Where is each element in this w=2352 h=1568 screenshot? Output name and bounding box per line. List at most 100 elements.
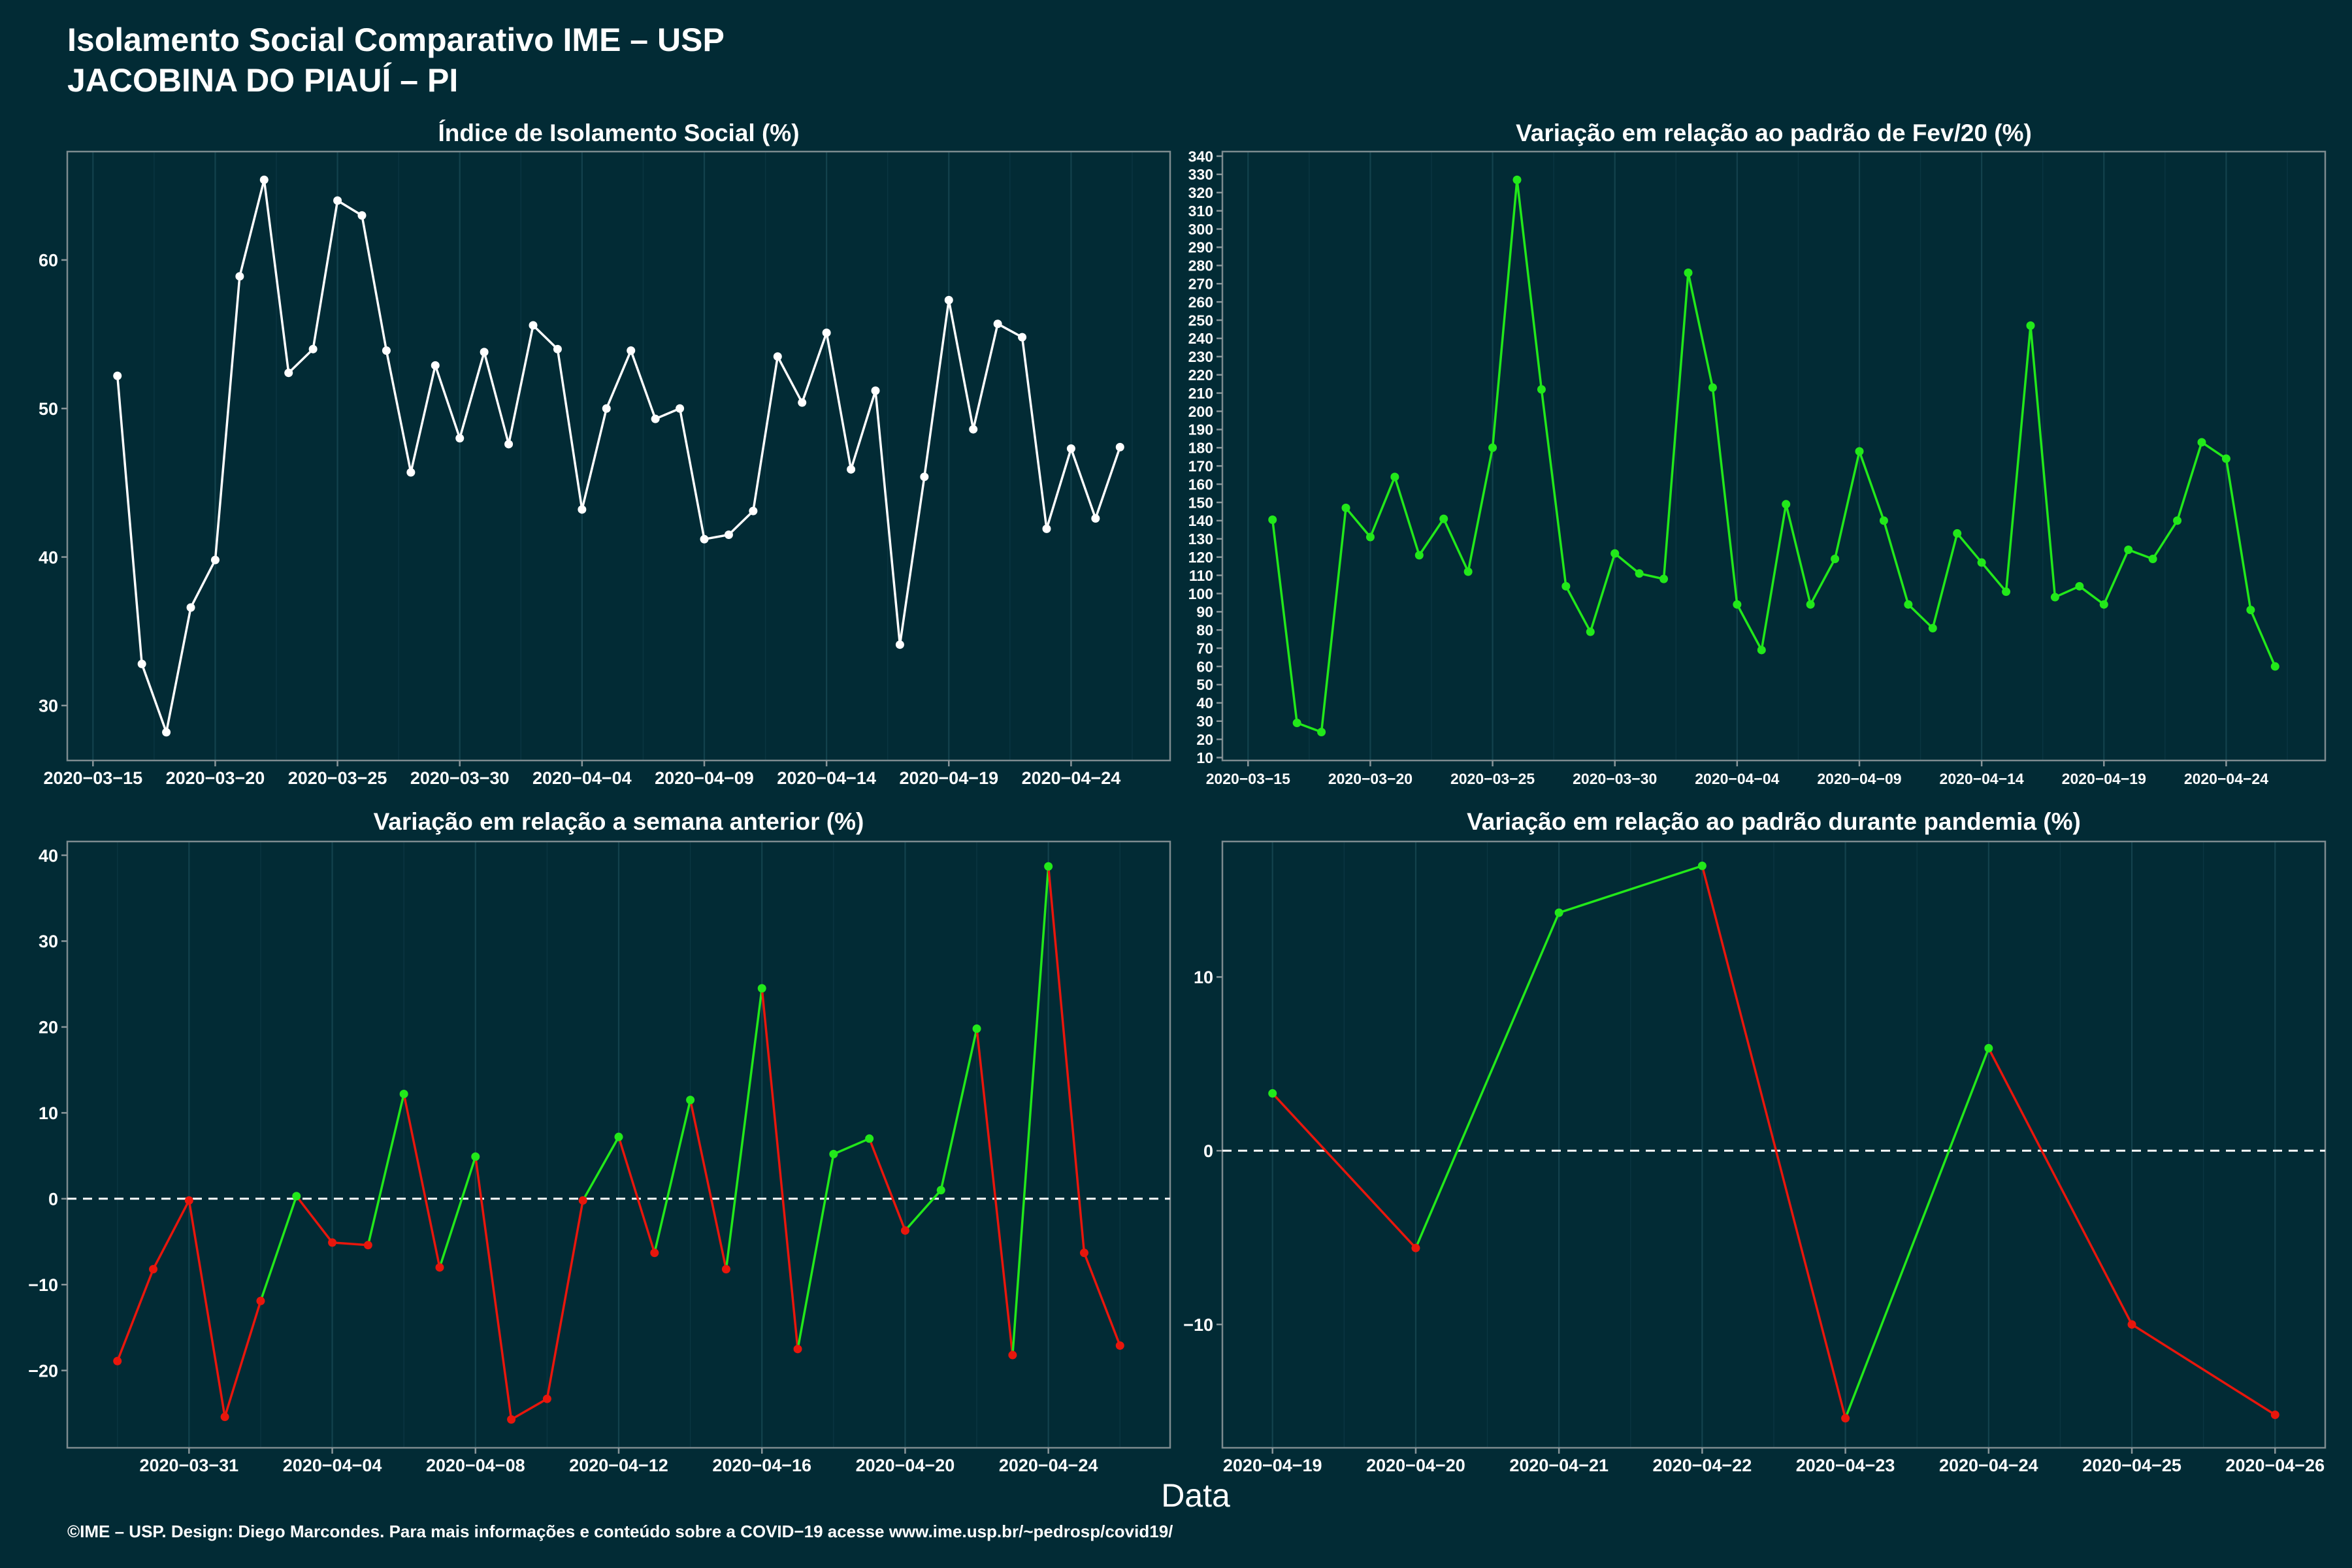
variacao-fev20-y-tick-label: 300 <box>1188 221 1213 238</box>
variacao-fev20-point-2020-03-17 <box>1292 719 1301 728</box>
variacao-fev20-line-segment <box>1980 561 2008 593</box>
isolamento-x-tick-label: 2020−04−09 <box>655 768 754 788</box>
isolamento-point-2020-03-21 <box>235 272 244 281</box>
variacao-fev20-y-tick-label: 340 <box>1188 148 1213 165</box>
isolamento-line-segment <box>874 389 902 646</box>
variacao-fev20-y-tick-label: 100 <box>1188 585 1213 602</box>
isolamento-line-segment <box>898 476 926 646</box>
variacao-fev20-y-tick-label: 190 <box>1188 421 1213 438</box>
isolamento-line-segment <box>238 178 266 278</box>
variacao-fev20-point-2020-03-19 <box>1341 503 1350 512</box>
isolamento-point-2020-03-24 <box>308 344 318 353</box>
isolamento-point-2020-04-21 <box>993 319 1002 329</box>
variacao-fev20-point-2020-03-22 <box>1414 551 1424 560</box>
variacao-semana-point-2020-04-24 <box>1044 862 1053 871</box>
variacao-semana-line-segment <box>546 1199 584 1400</box>
isolamento-point-2020-04-23 <box>1042 524 1051 533</box>
variacao-fev20-x-tick-label: 2020−03−15 <box>1206 770 1290 787</box>
variacao-pandemia-line-segment <box>1558 864 1704 914</box>
isolamento-line-segment <box>165 606 192 734</box>
variacao-pandemia-line-segment <box>2131 1323 2277 1416</box>
isolamento-line-segment <box>532 324 559 351</box>
isolamento-point-2020-04-04 <box>578 505 587 514</box>
variacao-fev20-point-2020-04-07 <box>1806 600 1815 609</box>
variacao-fev20-line-segment <box>1833 450 1861 561</box>
isolamento-point-2020-03-18 <box>162 728 171 737</box>
isolamento-point-2020-04-18 <box>920 472 929 482</box>
variacao-fev20-line-segment <box>2225 457 2252 612</box>
variacao-fev20-y-tick-label: 270 <box>1188 276 1213 293</box>
variacao-fev20-line-segment <box>1882 519 1910 606</box>
main-title: Isolamento Social Comparativo IME – USP <box>67 22 725 58</box>
variacao-fev20-point-2020-04-05 <box>1757 645 1766 655</box>
variacao-pandemia-x-tick-label: 2020−04−19 <box>1223 1456 1322 1475</box>
variacao-pandemia-x-tick-label: 2020−04−25 <box>2082 1456 2181 1475</box>
isolamento-point-2020-04-24 <box>1066 444 1075 453</box>
variacao-fev20-line-segment <box>1565 585 1592 633</box>
isolamento-point-2020-04-14 <box>822 328 831 337</box>
variacao-fev20-y-tick-label: 80 <box>1196 622 1213 639</box>
variacao-fev20-y-tick-label: 330 <box>1188 166 1213 183</box>
isolamento-point-2020-04-02 <box>529 321 538 330</box>
variacao-fev20-point-2020-03-31 <box>1635 569 1644 578</box>
variacao-semana-line-segment <box>1083 1251 1122 1347</box>
isolamento-point-2020-04-26 <box>1115 442 1124 451</box>
variacao-semana-panel-title: Variação em relação a semana anterior (%… <box>374 808 864 835</box>
isolamento-x-tick-label: 2020−04−19 <box>899 768 998 788</box>
isolamento-point-2020-04-20 <box>969 425 978 434</box>
variacao-pandemia-line-segment <box>1701 864 1847 1420</box>
isolamento-line-segment <box>1021 336 1048 531</box>
variacao-fev20-y-tick-label: 70 <box>1196 640 1213 657</box>
isolamento-line-segment <box>581 407 608 511</box>
isolamento-point-2020-04-08 <box>676 404 685 413</box>
isolamento-line-segment <box>507 324 534 446</box>
variacao-semana-point-2020-04-23 <box>1008 1350 1017 1360</box>
variacao-semana-point-2020-04-07 <box>435 1263 444 1272</box>
variacao-pandemia-point-2020-04-21 <box>1554 908 1563 917</box>
variacao-pandemia-line-segment <box>1414 911 1560 1249</box>
isolamento-line-segment <box>776 355 804 404</box>
isolamento-y-tick-label: 30 <box>39 696 58 716</box>
variacao-fev20-y-tick-label: 20 <box>1196 731 1213 748</box>
variacao-fev20-point-2020-04-02 <box>1684 269 1693 278</box>
isolamento-point-2020-03-28 <box>406 468 416 477</box>
variacao-fev20-line-segment <box>2004 324 2032 593</box>
variacao-fev20-line-segment <box>1320 506 1347 734</box>
variacao-fev20-line-segment <box>2078 585 2106 606</box>
variacao-fev20-x-tick-label: 2020−03−25 <box>1450 770 1535 787</box>
variacao-semana-line-segment <box>581 1135 620 1202</box>
variacao-fev20-x-tick-label: 2020−04−09 <box>1817 770 1901 787</box>
variacao-fev20-y-tick-label: 170 <box>1188 457 1213 474</box>
variacao-semana-x-tick-label: 2020−04−12 <box>569 1456 668 1475</box>
variacao-semana-point-2020-04-05 <box>363 1241 372 1250</box>
isolamento-y-tick-label: 40 <box>39 547 58 567</box>
variacao-fev20-line-segment <box>1711 386 1739 606</box>
variacao-fev20-line-segment <box>1394 476 1421 557</box>
variacao-fev20-line-segment <box>1784 503 1812 606</box>
variacao-fev20-line-segment <box>1662 271 1690 580</box>
variacao-semana-line-segment <box>832 1137 871 1156</box>
variacao-semana-point-2020-04-09 <box>507 1415 516 1424</box>
variacao-fev20-line-segment <box>1907 603 1935 630</box>
variacao-fev20-point-2020-04-13 <box>1953 529 1962 538</box>
variacao-semana-point-2020-04-22 <box>972 1024 981 1034</box>
variacao-fev20-line-segment <box>1589 552 1616 633</box>
chart-panels: 2020−03−15 2020−03−20 2020−03−25 2020−03−30… <box>28 120 2327 1475</box>
isolamento-line-segment <box>727 510 755 536</box>
isolamento-line-segment <box>752 355 779 512</box>
variacao-fev20-point-2020-03-30 <box>1610 549 1620 558</box>
variacao-semana-point-2020-04-20 <box>900 1226 909 1235</box>
variacao-fev20-point-2020-04-14 <box>1977 558 1986 567</box>
variacao-fev20-line-segment <box>1418 517 1445 557</box>
variacao-semana-x-tick-label: 2020−04−16 <box>712 1456 811 1475</box>
variacao-semana-point-2020-04-08 <box>471 1152 480 1161</box>
isolamento-point-2020-04-13 <box>798 398 807 407</box>
variacao-pandemia-x-tick-label: 2020−04−23 <box>1796 1456 1895 1475</box>
variacao-fev20-y-tick-label: 140 <box>1188 512 1213 529</box>
variacao-semana-point-2020-03-31 <box>184 1196 193 1205</box>
variacao-semana-line-segment <box>367 1092 405 1247</box>
variacao-fev20-panel-title: Variação em relação ao padrão de Fev/20 … <box>1516 120 2032 146</box>
variacao-fev20-y-tick-label: 60 <box>1196 658 1213 675</box>
variacao-fev20-point-2020-03-23 <box>1439 514 1448 523</box>
